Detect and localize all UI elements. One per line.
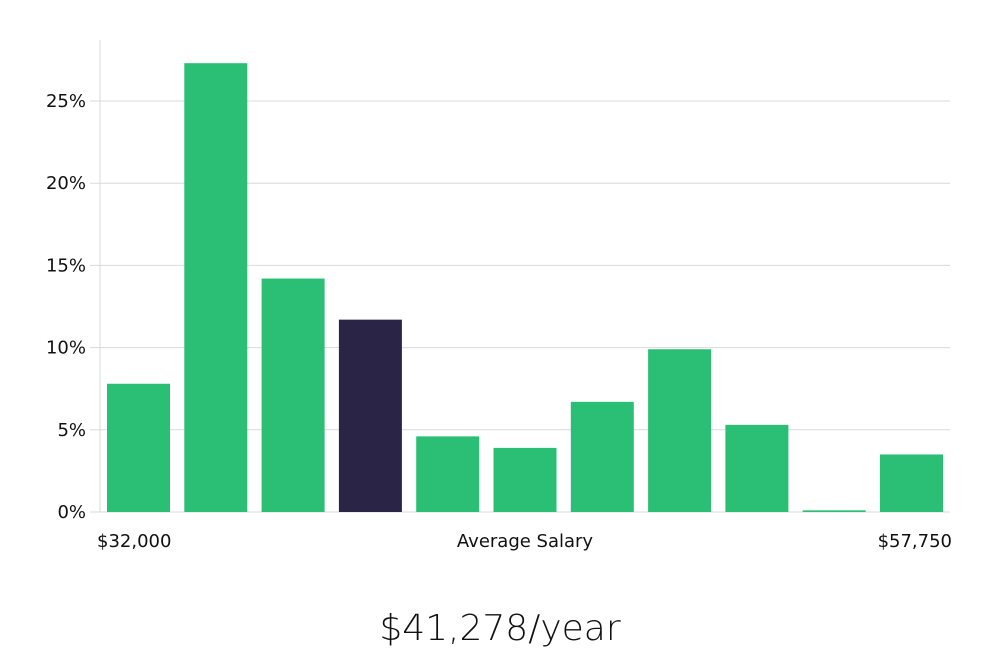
y-tick-label: 25% bbox=[46, 91, 86, 112]
bar bbox=[416, 436, 480, 512]
x-axis-label: Average Salary bbox=[457, 531, 594, 552]
x-end-label: $57,750 bbox=[878, 531, 952, 552]
bar bbox=[261, 278, 325, 512]
x-start-label: $32,000 bbox=[97, 531, 171, 552]
y-tick-label: 20% bbox=[46, 173, 86, 194]
bar-highlighted bbox=[338, 319, 402, 512]
y-tick-label: 0% bbox=[57, 502, 86, 523]
bar bbox=[880, 454, 943, 512]
bar bbox=[570, 401, 634, 512]
bar bbox=[493, 447, 557, 512]
y-tick-label: 15% bbox=[46, 255, 86, 276]
bar bbox=[725, 424, 789, 512]
bar bbox=[648, 349, 712, 512]
bar bbox=[184, 63, 248, 513]
average-salary-value: $41,278/year bbox=[379, 608, 621, 649]
bars bbox=[107, 63, 943, 513]
salary-histogram: 0%5%10%15%20%25% $32,000 Average Salary … bbox=[46, 40, 952, 552]
y-axis-ticks: 0% 5% 10% 15% 20% 25% bbox=[46, 91, 100, 523]
bar bbox=[107, 383, 170, 512]
y-tick-label: 10% bbox=[46, 338, 86, 359]
y-tick-label: 5% bbox=[57, 420, 86, 441]
bar bbox=[802, 510, 866, 512]
